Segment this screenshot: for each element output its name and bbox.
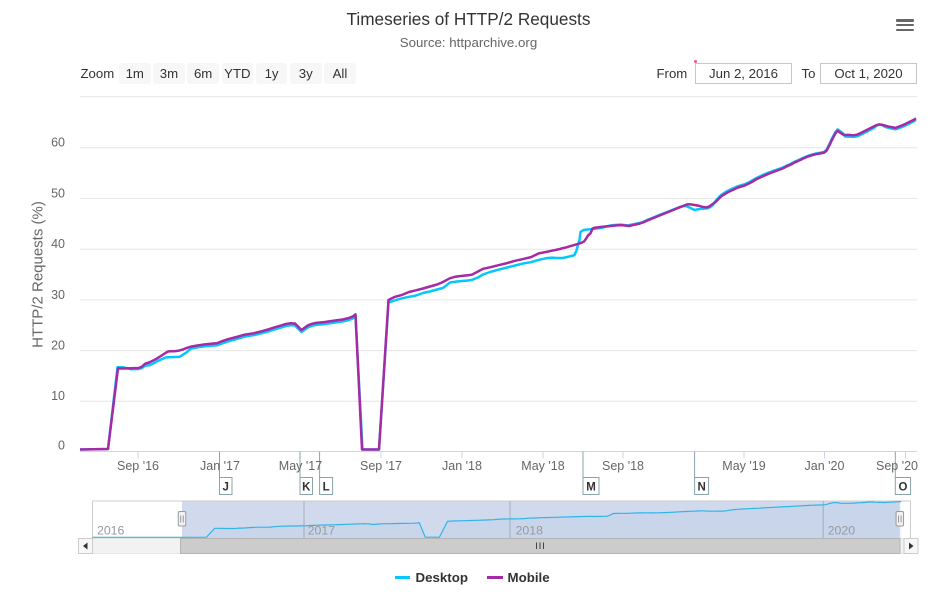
svg-text:May '18: May '18 [521,459,564,473]
svg-text:40: 40 [51,237,65,251]
svg-text:K: K [302,482,311,494]
svg-text:L: L [323,482,330,494]
svg-text:60: 60 [51,136,65,150]
svg-text:2018: 2018 [516,524,544,538]
svg-text:M: M [586,482,596,494]
svg-text:10: 10 [51,389,65,403]
svg-text:50: 50 [51,186,65,200]
svg-text:0: 0 [58,439,65,453]
svg-text:O: O [898,482,907,494]
svg-text:2017: 2017 [308,524,336,538]
svg-text:May '17: May '17 [279,459,322,473]
svg-text:2016: 2016 [97,524,125,538]
svg-text:HTTP/2 Requests (%): HTTP/2 Requests (%) [30,201,47,348]
svg-text:J: J [223,482,229,494]
svg-text:Sep '18: Sep '18 [602,459,644,473]
svg-text:30: 30 [51,288,65,302]
svg-text:Sep '17: Sep '17 [360,459,402,473]
svg-text:Sep '16: Sep '16 [117,459,159,473]
svg-text:May '19: May '19 [722,459,765,473]
svg-text:N: N [697,482,705,494]
svg-text:Sep '20: Sep '20 [876,459,918,473]
svg-text:Jan '17: Jan '17 [200,459,240,473]
svg-text:2020: 2020 [828,524,856,538]
svg-text:20: 20 [51,339,65,353]
svg-text:Jan '20: Jan '20 [805,459,845,473]
svg-text:Jan '18: Jan '18 [442,459,482,473]
